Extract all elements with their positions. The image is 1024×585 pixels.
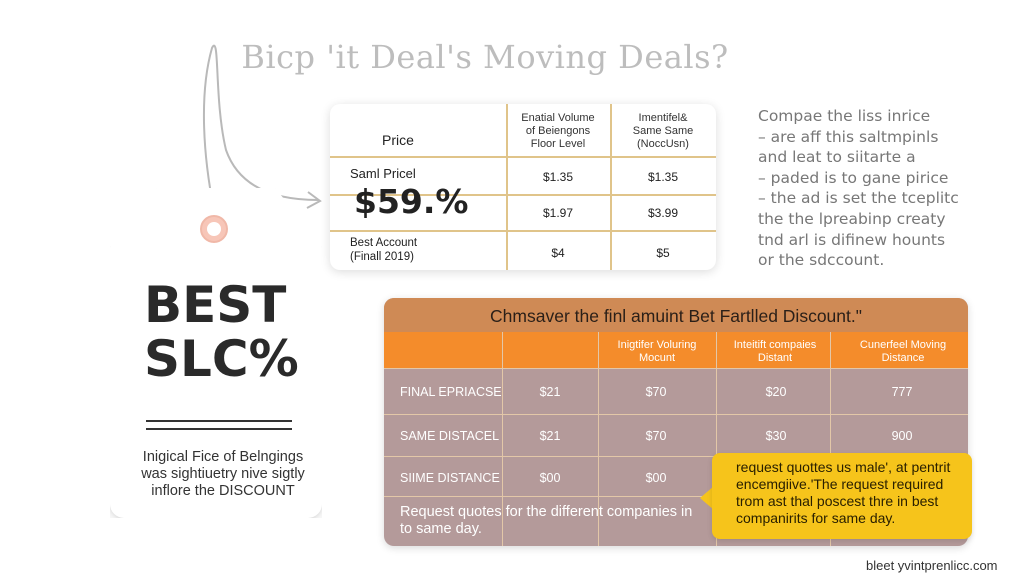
table-footer-note: Request quotes for the different compani…	[400, 504, 700, 538]
table-divider	[384, 368, 968, 369]
header-same: Imentifel& Same Same (NoccUsn)	[610, 112, 716, 151]
discount-table-title: Chmsaver the finl amuint Bet Fartlled Di…	[490, 306, 862, 326]
watermark: bleet yvintprenlicc.com	[866, 558, 998, 573]
callout-line: encemgiive.'The request required	[736, 476, 944, 492]
table-divider	[506, 104, 508, 270]
tag-caption-line: Inigical Fice of Belngings	[142, 449, 304, 465]
header-line: Same Same	[632, 125, 694, 137]
table-divider	[598, 332, 599, 546]
note-line: – are aff this saltmpinls	[758, 127, 939, 146]
tag-divider	[146, 420, 292, 422]
row-label: FINAL ΕΡRIACSE	[400, 385, 502, 399]
table-divider	[610, 104, 612, 270]
header-line: Inigtifer Voluring	[617, 339, 697, 351]
row-label-line: (Finall 2019)	[350, 251, 414, 263]
header-line: Distant	[757, 352, 793, 364]
table-divider	[502, 332, 503, 546]
header-line: (NoccUsn)	[637, 138, 689, 150]
table-header-band	[384, 332, 968, 368]
callout-line: companirits for same day.	[736, 510, 896, 526]
table-cell: $20	[765, 385, 787, 399]
table-cell: 777	[891, 385, 913, 399]
table-cell: $00	[645, 471, 667, 485]
table-cell: $3.99	[647, 206, 679, 220]
header-line: Cunerfeel Moving	[859, 339, 947, 351]
table-divider	[384, 456, 968, 457]
table-cell: $4	[551, 246, 565, 260]
header-line: Enatial Volume	[521, 112, 595, 124]
note-line: – the ad is set the tceplitc	[758, 189, 959, 208]
tag-caption-line: was sightiuetry nive sigtly	[141, 466, 305, 482]
price-table: Price Enatial Volume of Beiengons Floor …	[330, 104, 716, 270]
callout-box: request quottes us male', at pentrit enc…	[712, 453, 972, 539]
footer-line: to same day.	[400, 521, 482, 537]
notes-text: Compae the liss inrice – are aff this sa…	[758, 106, 988, 271]
note-line: – paded is to gane pirice	[758, 168, 949, 187]
header-volume: Enatial Volume of Beiengons Floor Level	[506, 112, 610, 151]
header-line: Inteitift compaies	[733, 339, 817, 351]
arrow-head-icon	[306, 191, 322, 209]
table-divider	[330, 194, 716, 196]
table-divider	[330, 230, 716, 232]
row-label: Best Account (Finall 2019)	[350, 236, 417, 264]
callout-line: request quottes us male', at pentrit	[736, 459, 951, 475]
tag-caption-line: inflore the DISCOUNT	[151, 483, 295, 499]
table-cell: $70	[645, 385, 667, 399]
table-cell: 900	[891, 429, 913, 443]
table-cell: $5	[656, 246, 670, 260]
row-label-line: Best Account	[350, 237, 418, 249]
header-line: Distance	[881, 352, 925, 364]
tag-caption: Inigical Fice of Belngings was sightiuet…	[128, 449, 318, 500]
header-line: Imentifel&	[638, 112, 688, 124]
column-header: Inteitift compaies Distant	[716, 339, 834, 365]
table-cell: $1.35	[647, 170, 679, 184]
table-divider	[384, 496, 968, 497]
table-cell: $21	[539, 385, 561, 399]
callout-line: trom ast thal poscest thre in best	[736, 493, 939, 509]
column-header: Cunerfeel Moving Distance	[844, 339, 962, 365]
tag-divider	[146, 428, 292, 430]
note-line: tnd arl is difinew hounts	[758, 230, 946, 249]
table-cell: $21	[539, 429, 561, 443]
table-cell: $70	[645, 429, 667, 443]
table-divider	[330, 156, 716, 158]
table-title-band	[384, 298, 968, 332]
header-line: Mocunt	[638, 352, 676, 364]
tag-hole-icon	[197, 212, 231, 246]
note-line: or the sdccount.	[758, 251, 885, 270]
table-cell: $1.35	[542, 170, 574, 184]
table-divider	[716, 332, 717, 546]
header-line: Floor Level	[530, 138, 586, 150]
table-divider	[830, 332, 831, 546]
page-title: Bicp 'it Deal's Moving Deals?	[241, 38, 729, 76]
header-price: Price	[382, 132, 414, 148]
table-divider	[384, 414, 968, 415]
row-label: Saml Pricel	[350, 166, 416, 181]
row-label: SIIME DISTANCE	[400, 471, 500, 485]
header-line: of Beiengons	[525, 125, 591, 137]
row-label: SAME DISTACEL	[400, 429, 500, 443]
table-cell: $00	[539, 471, 561, 485]
table-cell: $30	[765, 429, 787, 443]
column-header: Inigtifer Voluring Mocunt	[598, 339, 716, 365]
table-cell: $1.97	[542, 206, 574, 220]
note-line: the the lpreabinp creaty	[758, 209, 946, 228]
tag-headline-line1: BEST	[144, 276, 287, 334]
footer-line: Request quotes for the different compani…	[400, 504, 693, 520]
big-price: $59.%	[354, 182, 469, 221]
tag-headline-line2: SLC%	[144, 330, 299, 388]
note-line: Compae the liss inrice	[758, 107, 931, 125]
note-line: and leat to siitarte a	[758, 148, 916, 167]
callout-pointer-icon	[700, 486, 714, 510]
tag-headline: BEST SLC%	[144, 278, 304, 386]
